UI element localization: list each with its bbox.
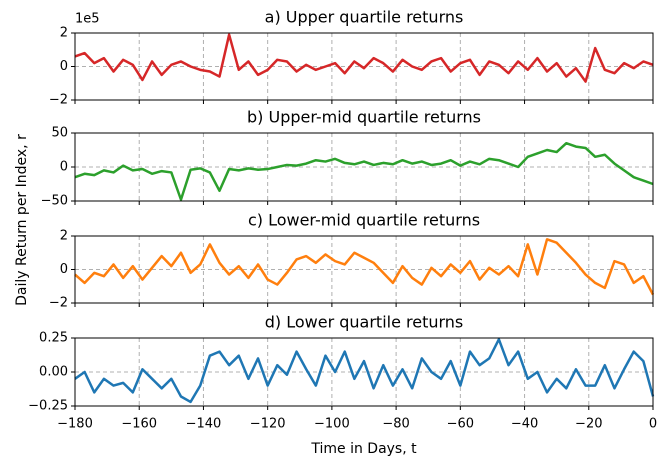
x-tick-label: −60: [447, 417, 474, 432]
y-tick-label: 0: [60, 160, 68, 175]
panel-title: d) Lower quartile returns: [265, 313, 464, 332]
y-tick-label: 0: [60, 262, 68, 277]
y-tick-label: 2: [60, 229, 68, 244]
x-tick-label: −160: [121, 417, 157, 432]
x-tick-label: −120: [250, 417, 286, 432]
series-line: [74, 33, 654, 83]
x-tick-label: −100: [314, 417, 350, 432]
y-tick-label: −2: [49, 296, 68, 311]
axes-frame: [74, 235, 654, 304]
y-tick-label: 0.25: [39, 331, 68, 346]
x-tick-label: −80: [382, 417, 409, 432]
series-line: [74, 238, 655, 296]
panel-title: b) Upper-mid quartile returns: [247, 108, 481, 127]
x-tick-label: −180: [57, 417, 93, 432]
panel-title: c) Lower-mid quartile returns: [248, 211, 480, 230]
y-axis-label: Daily Return per Index, r: [14, 134, 30, 306]
y-tick-label: 0: [60, 59, 68, 74]
axes-frame: [74, 132, 654, 202]
axes-frame: [74, 337, 654, 407]
y-tick-label: 50: [51, 126, 68, 141]
panel-title: a) Upper quartile returns: [265, 8, 464, 27]
y-tick-label: 0.00: [39, 365, 68, 380]
y-tick-label: −2: [49, 93, 68, 108]
x-tick-label: −40: [511, 417, 538, 432]
y-tick-label: −50: [41, 194, 68, 209]
series-line: [74, 141, 654, 201]
series-line: [74, 338, 655, 404]
x-tick-label: −20: [575, 417, 602, 432]
x-axis-label: Time in Days, t: [310, 441, 417, 457]
x-tick-label: −140: [186, 417, 222, 432]
offset-label: 1e5: [75, 12, 100, 27]
axes-frame: [74, 32, 654, 101]
x-tick-label: 0: [649, 417, 657, 432]
y-tick-label: 2: [60, 26, 68, 41]
y-tick-label: −0.25: [28, 399, 68, 414]
